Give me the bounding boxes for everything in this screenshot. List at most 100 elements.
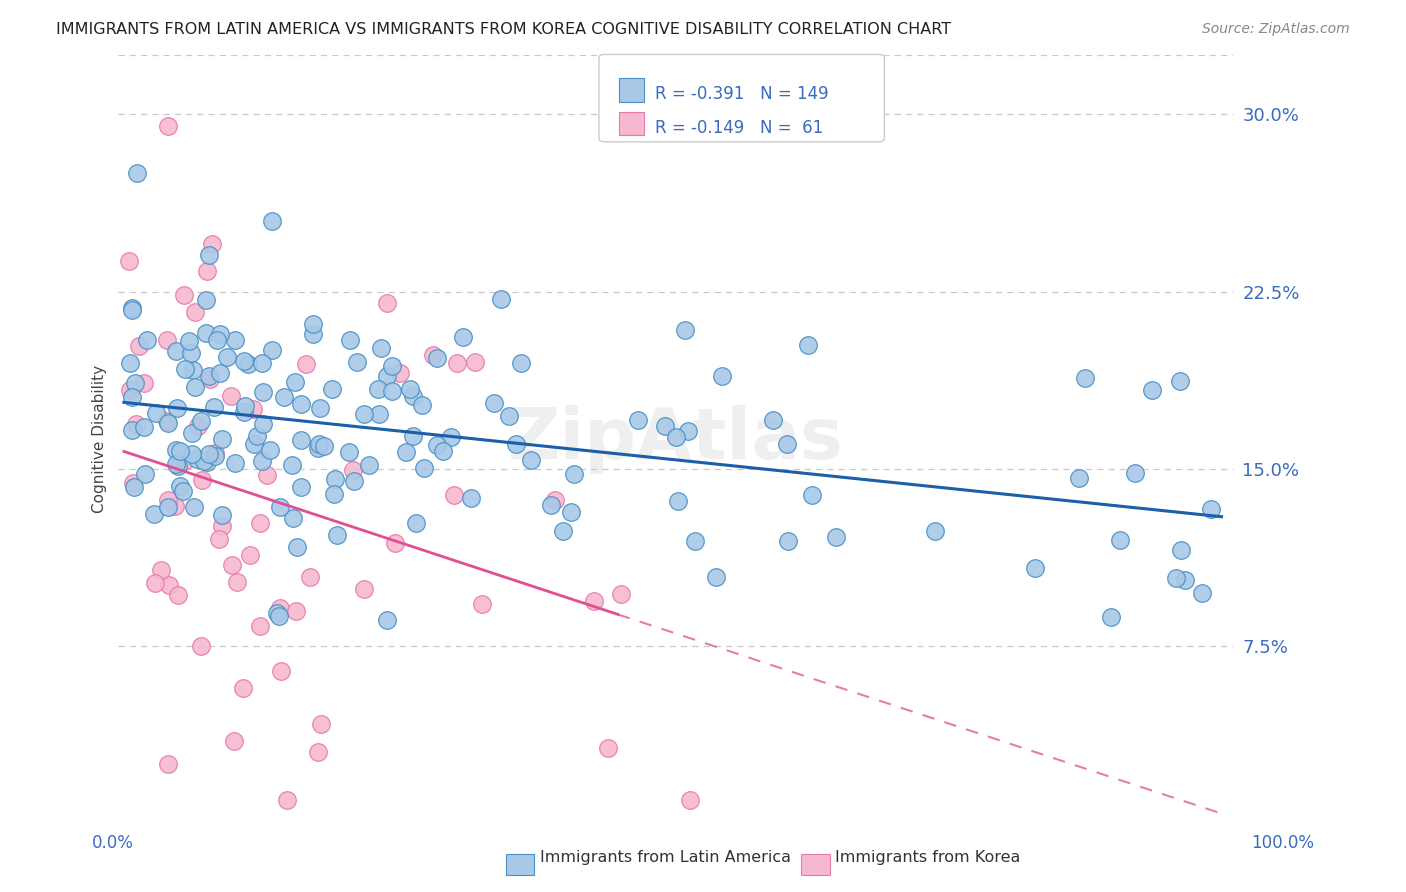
Point (166, 401, 188, 415)
Point (402, 428, 425, 442)
Point (353, 582, 375, 596)
Point (122, 475, 145, 490)
Point (389, 366, 412, 380)
Point (190, 473, 212, 487)
Point (460, 491, 482, 505)
Point (163, 500, 186, 514)
Y-axis label: Cognitive Disability: Cognitive Disability (93, 365, 107, 514)
Point (302, 327, 325, 342)
Point (217, 350, 239, 364)
Point (177, 334, 200, 348)
Point (290, 480, 312, 494)
Point (224, 456, 246, 470)
Point (209, 327, 232, 342)
Point (1191, 586, 1213, 600)
Point (426, 351, 449, 365)
Point (375, 368, 398, 383)
Point (432, 444, 454, 458)
Point (426, 438, 449, 452)
Point (367, 407, 389, 421)
Text: 0.0%: 0.0% (91, 834, 134, 852)
Point (284, 375, 307, 389)
Point (118, 254, 141, 268)
Point (156, 492, 179, 507)
Point (173, 454, 195, 468)
Point (924, 524, 946, 539)
Point (249, 516, 271, 530)
Point (252, 417, 274, 431)
Point (797, 338, 820, 352)
Point (200, 372, 222, 386)
Point (1164, 571, 1187, 585)
Point (157, 578, 180, 592)
Point (1109, 533, 1132, 547)
Point (285, 604, 308, 618)
Point (510, 356, 533, 370)
Point (665, 430, 688, 444)
Point (375, 613, 398, 627)
Point (172, 484, 194, 499)
Point (307, 746, 329, 760)
Point (269, 600, 291, 615)
Point (326, 528, 349, 542)
Point (343, 474, 366, 488)
Point (1174, 574, 1197, 588)
Point (242, 436, 264, 450)
Point (233, 399, 256, 413)
Point (195, 264, 218, 278)
Point (232, 405, 254, 419)
Point (121, 390, 143, 404)
Point (180, 345, 202, 359)
Point (155, 414, 177, 428)
Point (180, 447, 202, 461)
Point (413, 460, 436, 475)
Point (1168, 374, 1191, 388)
Point (1099, 609, 1122, 624)
Point (290, 396, 312, 410)
Point (246, 428, 269, 442)
Point (562, 467, 585, 482)
Point (377, 296, 399, 310)
Text: R = -0.149   N =  61: R = -0.149 N = 61 (655, 119, 824, 137)
Point (197, 248, 219, 262)
Point (446, 356, 468, 370)
Point (370, 341, 392, 355)
Point (673, 323, 696, 337)
Point (1140, 383, 1163, 397)
Point (1123, 466, 1146, 480)
Point (183, 305, 205, 319)
Point (273, 390, 295, 404)
Point (198, 447, 221, 461)
Point (143, 575, 166, 590)
Point (232, 681, 254, 695)
Point (142, 507, 165, 521)
Point (451, 330, 474, 344)
Point (540, 498, 562, 512)
Point (381, 384, 404, 398)
Point (384, 536, 406, 550)
Point (270, 665, 292, 679)
Point (239, 549, 262, 563)
Point (186, 451, 208, 466)
Point (762, 413, 785, 427)
Point (204, 449, 226, 463)
Point (551, 524, 574, 538)
Point (156, 500, 179, 515)
Point (307, 442, 329, 456)
Point (381, 359, 404, 374)
Point (654, 418, 676, 433)
Point (280, 458, 302, 472)
Point (443, 488, 465, 502)
Point (401, 388, 423, 402)
Point (323, 487, 346, 501)
Point (825, 530, 848, 544)
Point (394, 444, 416, 458)
Point (312, 439, 335, 453)
Point (252, 384, 274, 399)
Text: 100.0%: 100.0% (1251, 834, 1315, 852)
Point (156, 119, 179, 133)
Point (281, 511, 304, 525)
Point (204, 446, 226, 460)
Point (609, 587, 631, 601)
Point (627, 413, 650, 427)
